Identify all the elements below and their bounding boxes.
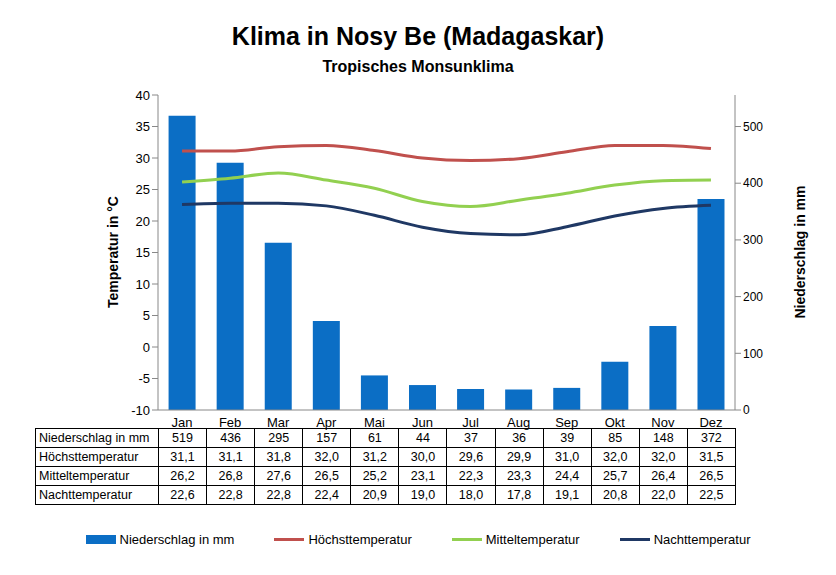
html-text:436: 436 xyxy=(220,431,241,445)
html-text:19,1: 19,1 xyxy=(555,488,580,502)
html-text:32,0: 32,0 xyxy=(603,450,628,464)
svg-text:-10: -10 xyxy=(131,403,150,418)
html-text:18,0: 18,0 xyxy=(458,488,484,502)
html-text:Niederschlag in mm: Niederschlag in mm xyxy=(39,431,150,445)
html-text:26,5: 26,5 xyxy=(314,469,339,483)
html-text:22,8: 22,8 xyxy=(266,488,291,502)
html-text:27,6: 27,6 xyxy=(266,469,291,483)
svg-text:30: 30 xyxy=(136,151,150,166)
html-text:22,0: 22,0 xyxy=(651,488,676,502)
html-text:Niederschlag in mm: Niederschlag in mm xyxy=(119,532,235,547)
html-text:85: 85 xyxy=(608,431,623,445)
html-text:26,4: 26,4 xyxy=(651,469,676,483)
html-text:22,4: 22,4 xyxy=(314,488,339,502)
html-text:39: 39 xyxy=(560,431,575,445)
html-text:31,2: 31,2 xyxy=(362,450,387,464)
html-text:37: 37 xyxy=(464,431,478,445)
html-text:22,3: 22,3 xyxy=(458,469,484,483)
svg-text:40: 40 xyxy=(136,88,150,103)
html-text:31,0: 31,0 xyxy=(555,450,580,464)
html-text:26,8: 26,8 xyxy=(218,469,243,483)
html-text:Mitteltemperatur: Mitteltemperatur xyxy=(485,532,580,547)
svg-text:0: 0 xyxy=(143,340,150,355)
svg-text:300: 300 xyxy=(743,233,763,247)
html-text:29,9: 29,9 xyxy=(506,450,532,464)
svg-text:500: 500 xyxy=(743,120,763,134)
svg-text:200: 200 xyxy=(743,290,763,304)
html-text:32,0: 32,0 xyxy=(314,450,339,464)
html-text:Nachttemperatur: Nachttemperatur xyxy=(39,488,133,502)
html-text:Höchsttemperatur: Höchsttemperatur xyxy=(308,532,412,547)
html-text:Höchsttemperatur: Höchsttemperatur xyxy=(39,450,139,464)
html-text:23,3: 23,3 xyxy=(506,469,532,483)
html-text:31,1: 31,1 xyxy=(218,450,243,464)
html-text:19,0: 19,0 xyxy=(410,488,436,502)
html-text:22,8: 22,8 xyxy=(218,488,243,502)
html-text:295: 295 xyxy=(268,431,290,445)
svg-text:15: 15 xyxy=(136,245,150,260)
html-text:36: 36 xyxy=(512,431,526,445)
html-text:372: 372 xyxy=(701,431,722,445)
svg-text:20: 20 xyxy=(136,214,150,229)
html-text:20,9: 20,9 xyxy=(362,488,387,502)
svg-text:5: 5 xyxy=(143,308,150,323)
html-text:Mitteltemperatur: Mitteltemperatur xyxy=(39,469,130,483)
html-text:26,5: 26,5 xyxy=(699,469,724,483)
svg-text:35: 35 xyxy=(136,119,150,134)
svg-text:100: 100 xyxy=(743,347,763,361)
html-text:31,5: 31,5 xyxy=(699,450,724,464)
html-text:25,7: 25,7 xyxy=(603,469,628,483)
html-text:26,2: 26,2 xyxy=(170,469,195,483)
html-text:44: 44 xyxy=(416,431,430,445)
html-text:17,8: 17,8 xyxy=(506,488,532,502)
html-text:Niederschlag in mm: Niederschlag in mm xyxy=(792,185,808,319)
html-text:148: 148 xyxy=(652,431,674,445)
html-text:22,6: 22,6 xyxy=(170,488,195,502)
svg-text:-5: -5 xyxy=(138,371,150,386)
html-text:61: 61 xyxy=(367,431,382,445)
html-text:519: 519 xyxy=(172,431,193,445)
html-text:31,8: 31,8 xyxy=(266,450,291,464)
html-text:22,5: 22,5 xyxy=(699,488,724,502)
html-text:32,0: 32,0 xyxy=(651,450,676,464)
svg-text:10: 10 xyxy=(136,277,150,292)
html-text:Nachttemperatur: Nachttemperatur xyxy=(653,532,751,547)
html-text:Temperatur in °C: Temperatur in °C xyxy=(105,196,121,308)
html-text:24,4: 24,4 xyxy=(555,469,580,483)
svg-text:0: 0 xyxy=(743,403,750,417)
html-text:31,1: 31,1 xyxy=(170,450,195,464)
html-text:Klima in Nosy Be (Madagaskar): Klima in Nosy Be (Madagaskar) xyxy=(231,22,605,50)
html-text:20,8: 20,8 xyxy=(603,488,628,502)
svg-text:400: 400 xyxy=(743,176,763,190)
svg-text:25: 25 xyxy=(136,182,150,197)
html-text:30,0: 30,0 xyxy=(410,450,436,464)
html-text:Tropisches Monsunklima: Tropisches Monsunklima xyxy=(322,58,514,75)
html-text:157: 157 xyxy=(316,431,338,445)
html-text:23,1: 23,1 xyxy=(410,469,436,483)
html-text:29,6: 29,6 xyxy=(458,450,484,464)
html-text:25,2: 25,2 xyxy=(362,469,387,483)
